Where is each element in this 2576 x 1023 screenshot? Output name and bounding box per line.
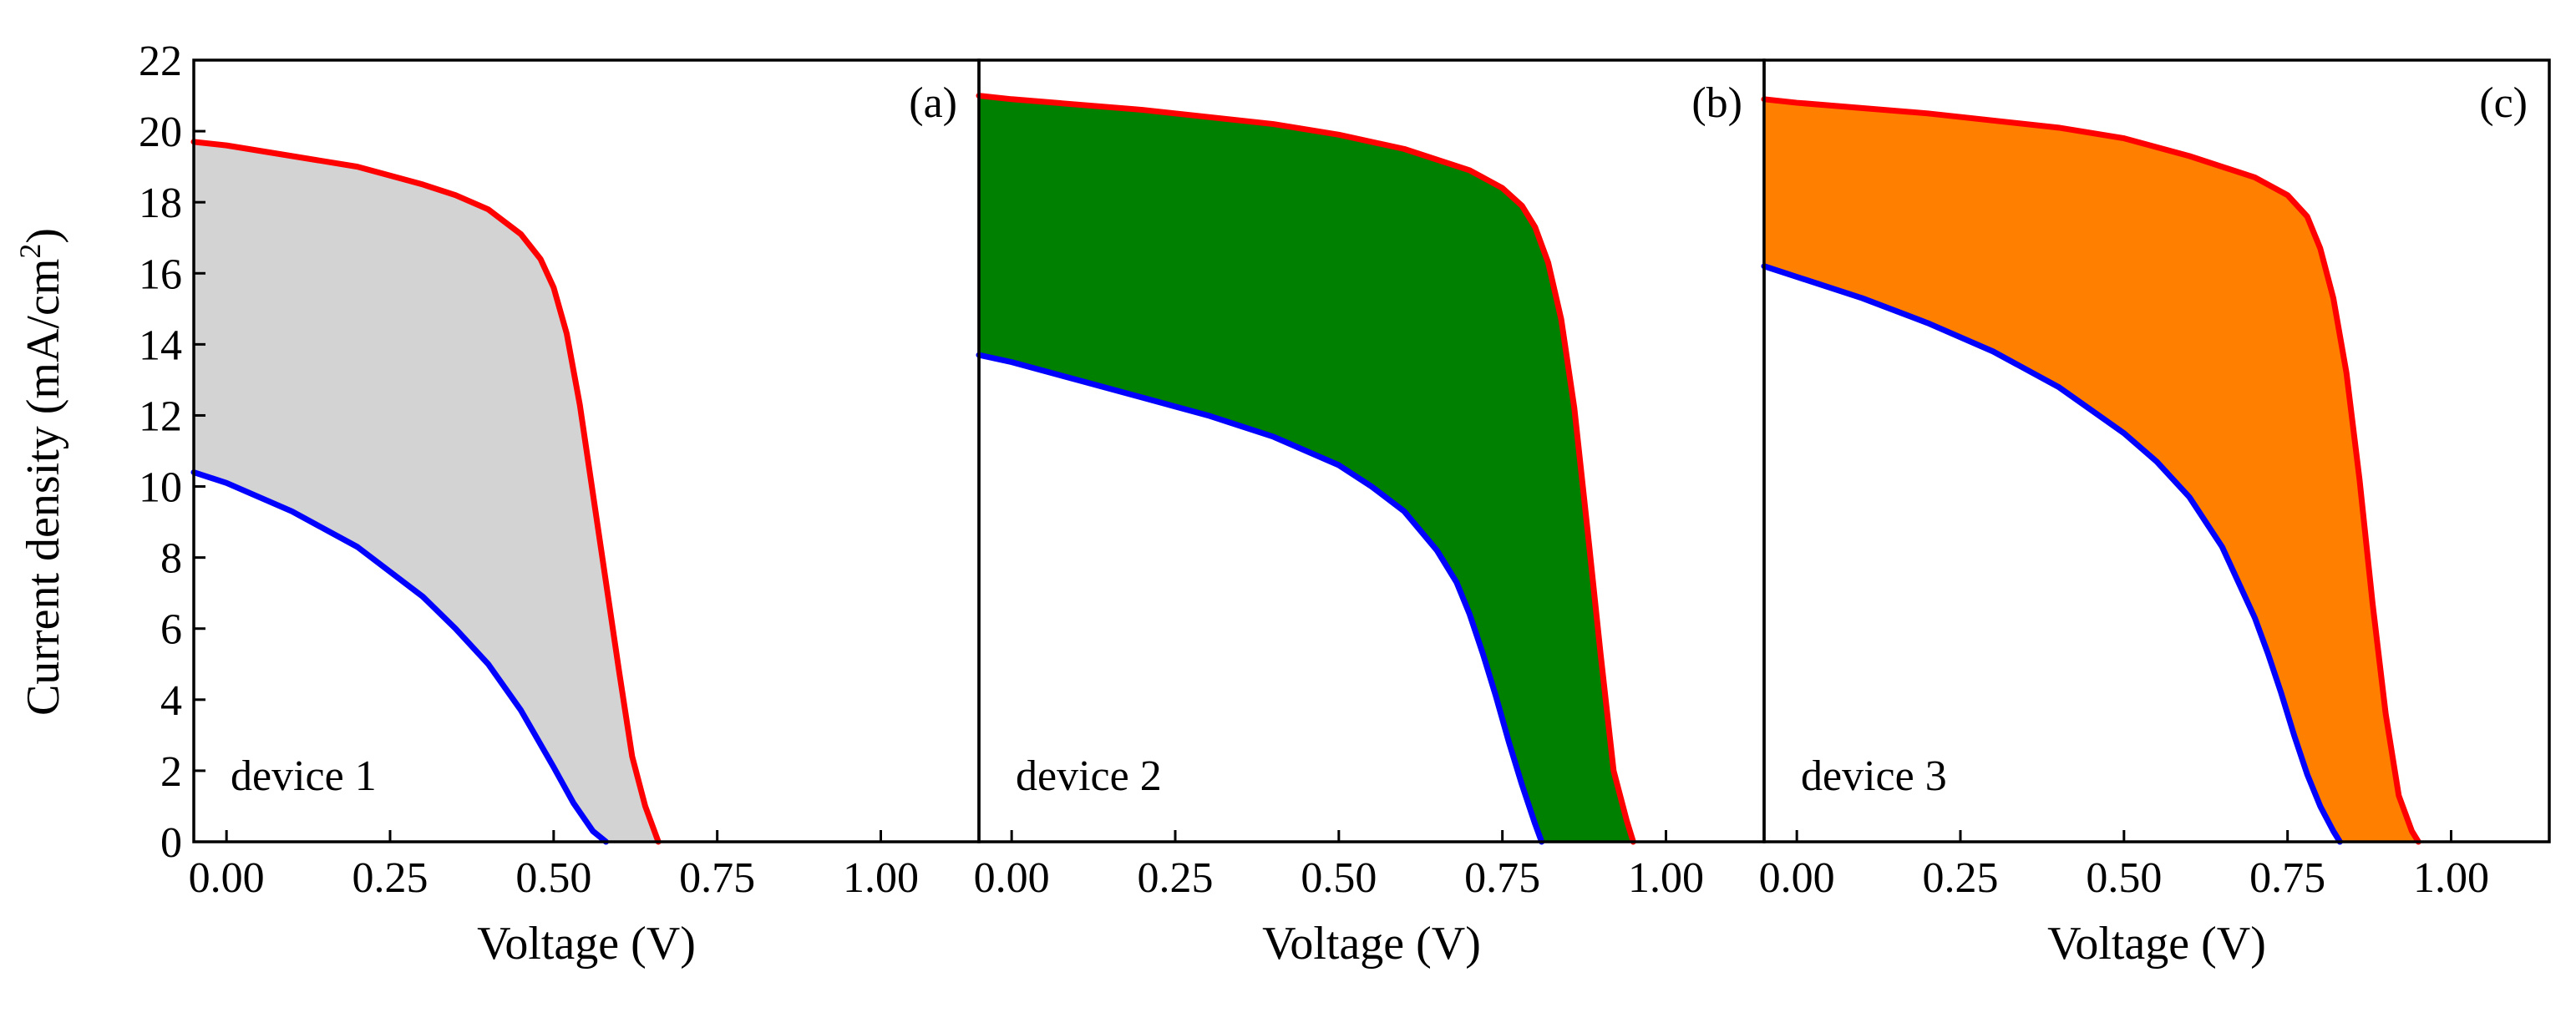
upper-curve: [1761, 96, 2421, 845]
upper-curve: [976, 93, 1636, 845]
upper-curve: [190, 139, 662, 845]
x-tick-label: 0.25: [1923, 854, 1999, 902]
lower-curve: [976, 352, 1545, 845]
fill-area: [194, 141, 659, 842]
panel-1: 0.00 0.25 0.50 0.75 1.00 Voltage (V) 0 2 4 6 8 10 12…: [139, 38, 981, 970]
panel-2: 0.00 0.25 0.50 0.75 1.00 Voltage (V) (b) device…: [974, 58, 1766, 970]
x-tick-label: 0.75: [679, 854, 755, 902]
x-tick-label: 1.00: [843, 854, 919, 902]
lower-curve: [190, 469, 609, 845]
x-tick-label: 0.25: [352, 854, 428, 902]
device-label: device 3: [1801, 752, 1947, 800]
lower-curve: [1761, 263, 2343, 845]
y-tick-label: 0: [160, 819, 182, 867]
y-tick-label: 2: [160, 748, 182, 796]
x-tick-label: 0.00: [974, 854, 1050, 902]
x-tick-label: 0.50: [1301, 854, 1377, 902]
x-tick-label: 0.50: [2086, 854, 2162, 902]
x-axis-title: Voltage (V): [1262, 918, 1481, 970]
x-tick-label: 0.00: [189, 854, 265, 902]
y-tick-label: 16: [139, 251, 182, 298]
device-label: device 2: [1016, 752, 1162, 800]
x-tick-label: 1.00: [2413, 854, 2489, 902]
y-tick-label: 8: [160, 535, 182, 583]
y-tick-label: 18: [139, 180, 182, 227]
x-tick-label: 0.50: [515, 854, 591, 902]
x-tick-label: 0.75: [1464, 854, 1540, 902]
chart-panels: 0.00 0.25 0.50 0.75 1.00 Voltage (V) 0 2 4 6 8 10 12…: [139, 38, 2551, 970]
y-axis-title: Current density (mA/cm2): [13, 228, 69, 716]
fill-area: [979, 95, 1634, 842]
x-axis-title: Voltage (V): [477, 918, 696, 970]
panel-3: 0.00 0.25 0.50 0.75 1.00 Voltage (V) (c) device…: [1759, 58, 2551, 970]
y-axis-title-close: ): [18, 228, 69, 244]
x-tick-label: 1.00: [1628, 854, 1704, 902]
y-tick-label: 22: [139, 38, 182, 85]
panel-label: (b): [1691, 79, 1742, 127]
panel-label: (c): [2479, 79, 2528, 127]
y-tick-label: 4: [160, 677, 182, 725]
plot-frame: [1762, 58, 2551, 843]
y-tick-label: 6: [160, 606, 182, 654]
y-tick-label: 14: [139, 322, 182, 369]
fill-area: [1764, 99, 2419, 843]
y-tick-label: 10: [139, 464, 182, 512]
x-axis-title: Voltage (V): [2047, 918, 2266, 970]
x-tick-label: 0.25: [1138, 854, 1214, 902]
y-axis-title-text: Current density (mA/cm: [18, 259, 69, 716]
device-label: device 1: [231, 752, 377, 800]
y-axis-title-superscript: 2: [13, 244, 47, 259]
x-tick-label: 0.75: [2249, 854, 2325, 902]
panel-label: (a): [909, 79, 957, 127]
y-tick-label: 20: [139, 109, 182, 156]
x-tick-label: 0.00: [1759, 854, 1835, 902]
y-tick-label: 12: [139, 392, 182, 440]
